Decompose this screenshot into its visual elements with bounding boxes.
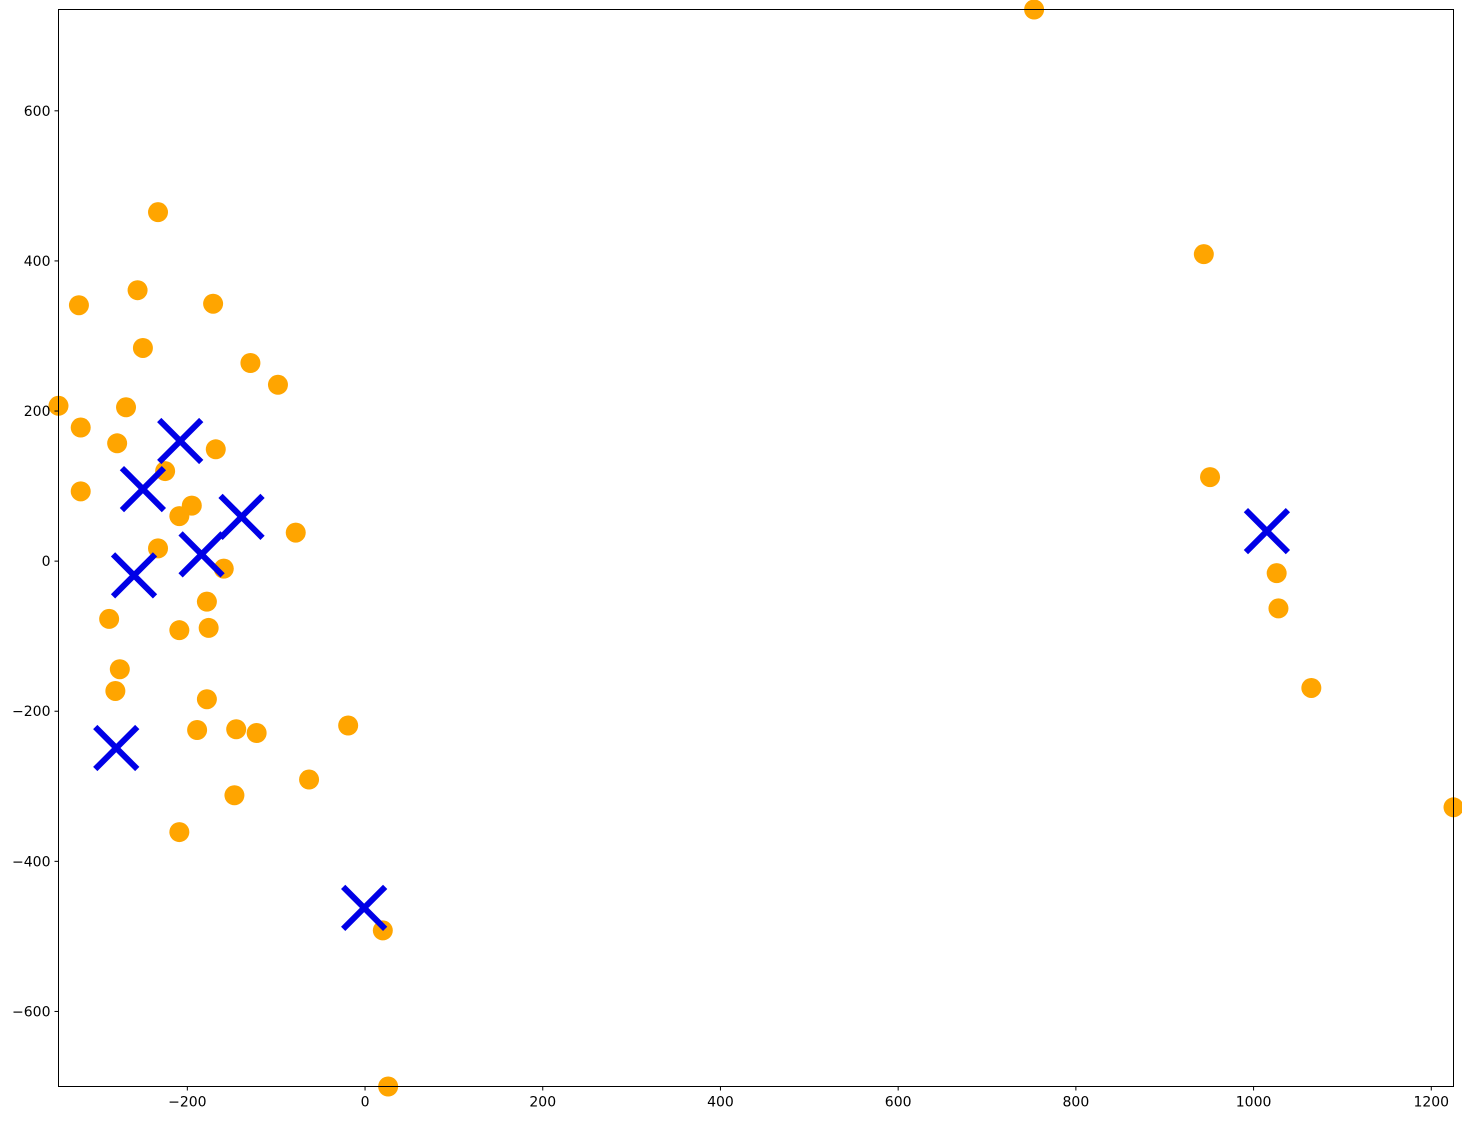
y-tick-label: 400 bbox=[24, 254, 51, 270]
cross-marker-4 bbox=[110, 552, 158, 599]
x-tick-label: 600 bbox=[885, 1095, 912, 1111]
axes-frame bbox=[58, 9, 1454, 1087]
y-tick-label: 200 bbox=[24, 404, 51, 420]
y-tick-label: 0 bbox=[42, 554, 51, 570]
cross-marker-3 bbox=[178, 531, 225, 578]
x-tick-label: 0 bbox=[361, 1095, 370, 1111]
data-point-15 bbox=[116, 397, 137, 418]
data-point-13 bbox=[267, 374, 288, 395]
y-tick-label: −200 bbox=[12, 704, 50, 720]
plot-area bbox=[48, 0, 1462, 1097]
data-point-5 bbox=[1301, 677, 1322, 698]
data-point-6 bbox=[1443, 797, 1462, 818]
cross-marker-6 bbox=[341, 884, 388, 931]
data-point-8 bbox=[68, 295, 89, 316]
y-tick-label: −400 bbox=[12, 854, 50, 870]
y-tick-label: −600 bbox=[12, 1004, 50, 1020]
data-point-2 bbox=[1200, 467, 1221, 488]
x-tick-label: 200 bbox=[529, 1095, 556, 1111]
x-axis: −200 0 200 400 600 800 1000 1200 bbox=[168, 1086, 1449, 1111]
x-tick-label: 800 bbox=[1063, 1095, 1090, 1111]
series-blue-crosses bbox=[93, 417, 1291, 931]
x-tick-label: 400 bbox=[707, 1095, 734, 1111]
data-point-36 bbox=[338, 715, 359, 736]
data-point-3 bbox=[1266, 563, 1287, 584]
x-tick-label: −200 bbox=[168, 1095, 206, 1111]
data-point-29 bbox=[198, 617, 219, 638]
data-point-23 bbox=[285, 522, 306, 543]
data-point-38 bbox=[224, 785, 245, 806]
data-point-18 bbox=[205, 439, 226, 460]
data-point-7 bbox=[148, 202, 169, 223]
cross-marker-2 bbox=[218, 493, 265, 540]
data-point-1 bbox=[1193, 244, 1214, 265]
data-point-20 bbox=[70, 481, 91, 502]
data-point-37 bbox=[299, 769, 320, 790]
series-orange-circles bbox=[48, 0, 1462, 1097]
data-point-9 bbox=[127, 280, 148, 301]
data-point-33 bbox=[187, 720, 208, 741]
data-point-16 bbox=[70, 417, 91, 438]
cross-marker-1 bbox=[119, 465, 167, 513]
data-point-39 bbox=[169, 822, 190, 843]
cross-marker-7 bbox=[1243, 507, 1291, 555]
data-point-32 bbox=[196, 689, 217, 710]
data-point-30 bbox=[109, 659, 130, 680]
data-point-31 bbox=[105, 680, 126, 701]
data-point-22 bbox=[169, 506, 190, 527]
data-point-26 bbox=[196, 591, 217, 612]
data-point-34 bbox=[226, 719, 247, 740]
x-tick-label: 1000 bbox=[1236, 1095, 1272, 1111]
data-point-12 bbox=[240, 352, 261, 373]
y-tick-label: 600 bbox=[24, 104, 51, 120]
data-point-10 bbox=[203, 293, 224, 314]
data-point-28 bbox=[169, 620, 190, 641]
x-tick-label: 1200 bbox=[1413, 1095, 1449, 1111]
data-point-17 bbox=[107, 433, 128, 454]
data-point-27 bbox=[99, 608, 120, 629]
cross-marker-5 bbox=[93, 724, 140, 772]
y-axis: −600 −400 −200 0 200 400 600 bbox=[12, 104, 59, 1020]
data-point-35 bbox=[246, 723, 267, 744]
cross-marker-0 bbox=[157, 417, 204, 465]
data-point-4 bbox=[1268, 598, 1289, 619]
data-point-11 bbox=[132, 337, 153, 358]
